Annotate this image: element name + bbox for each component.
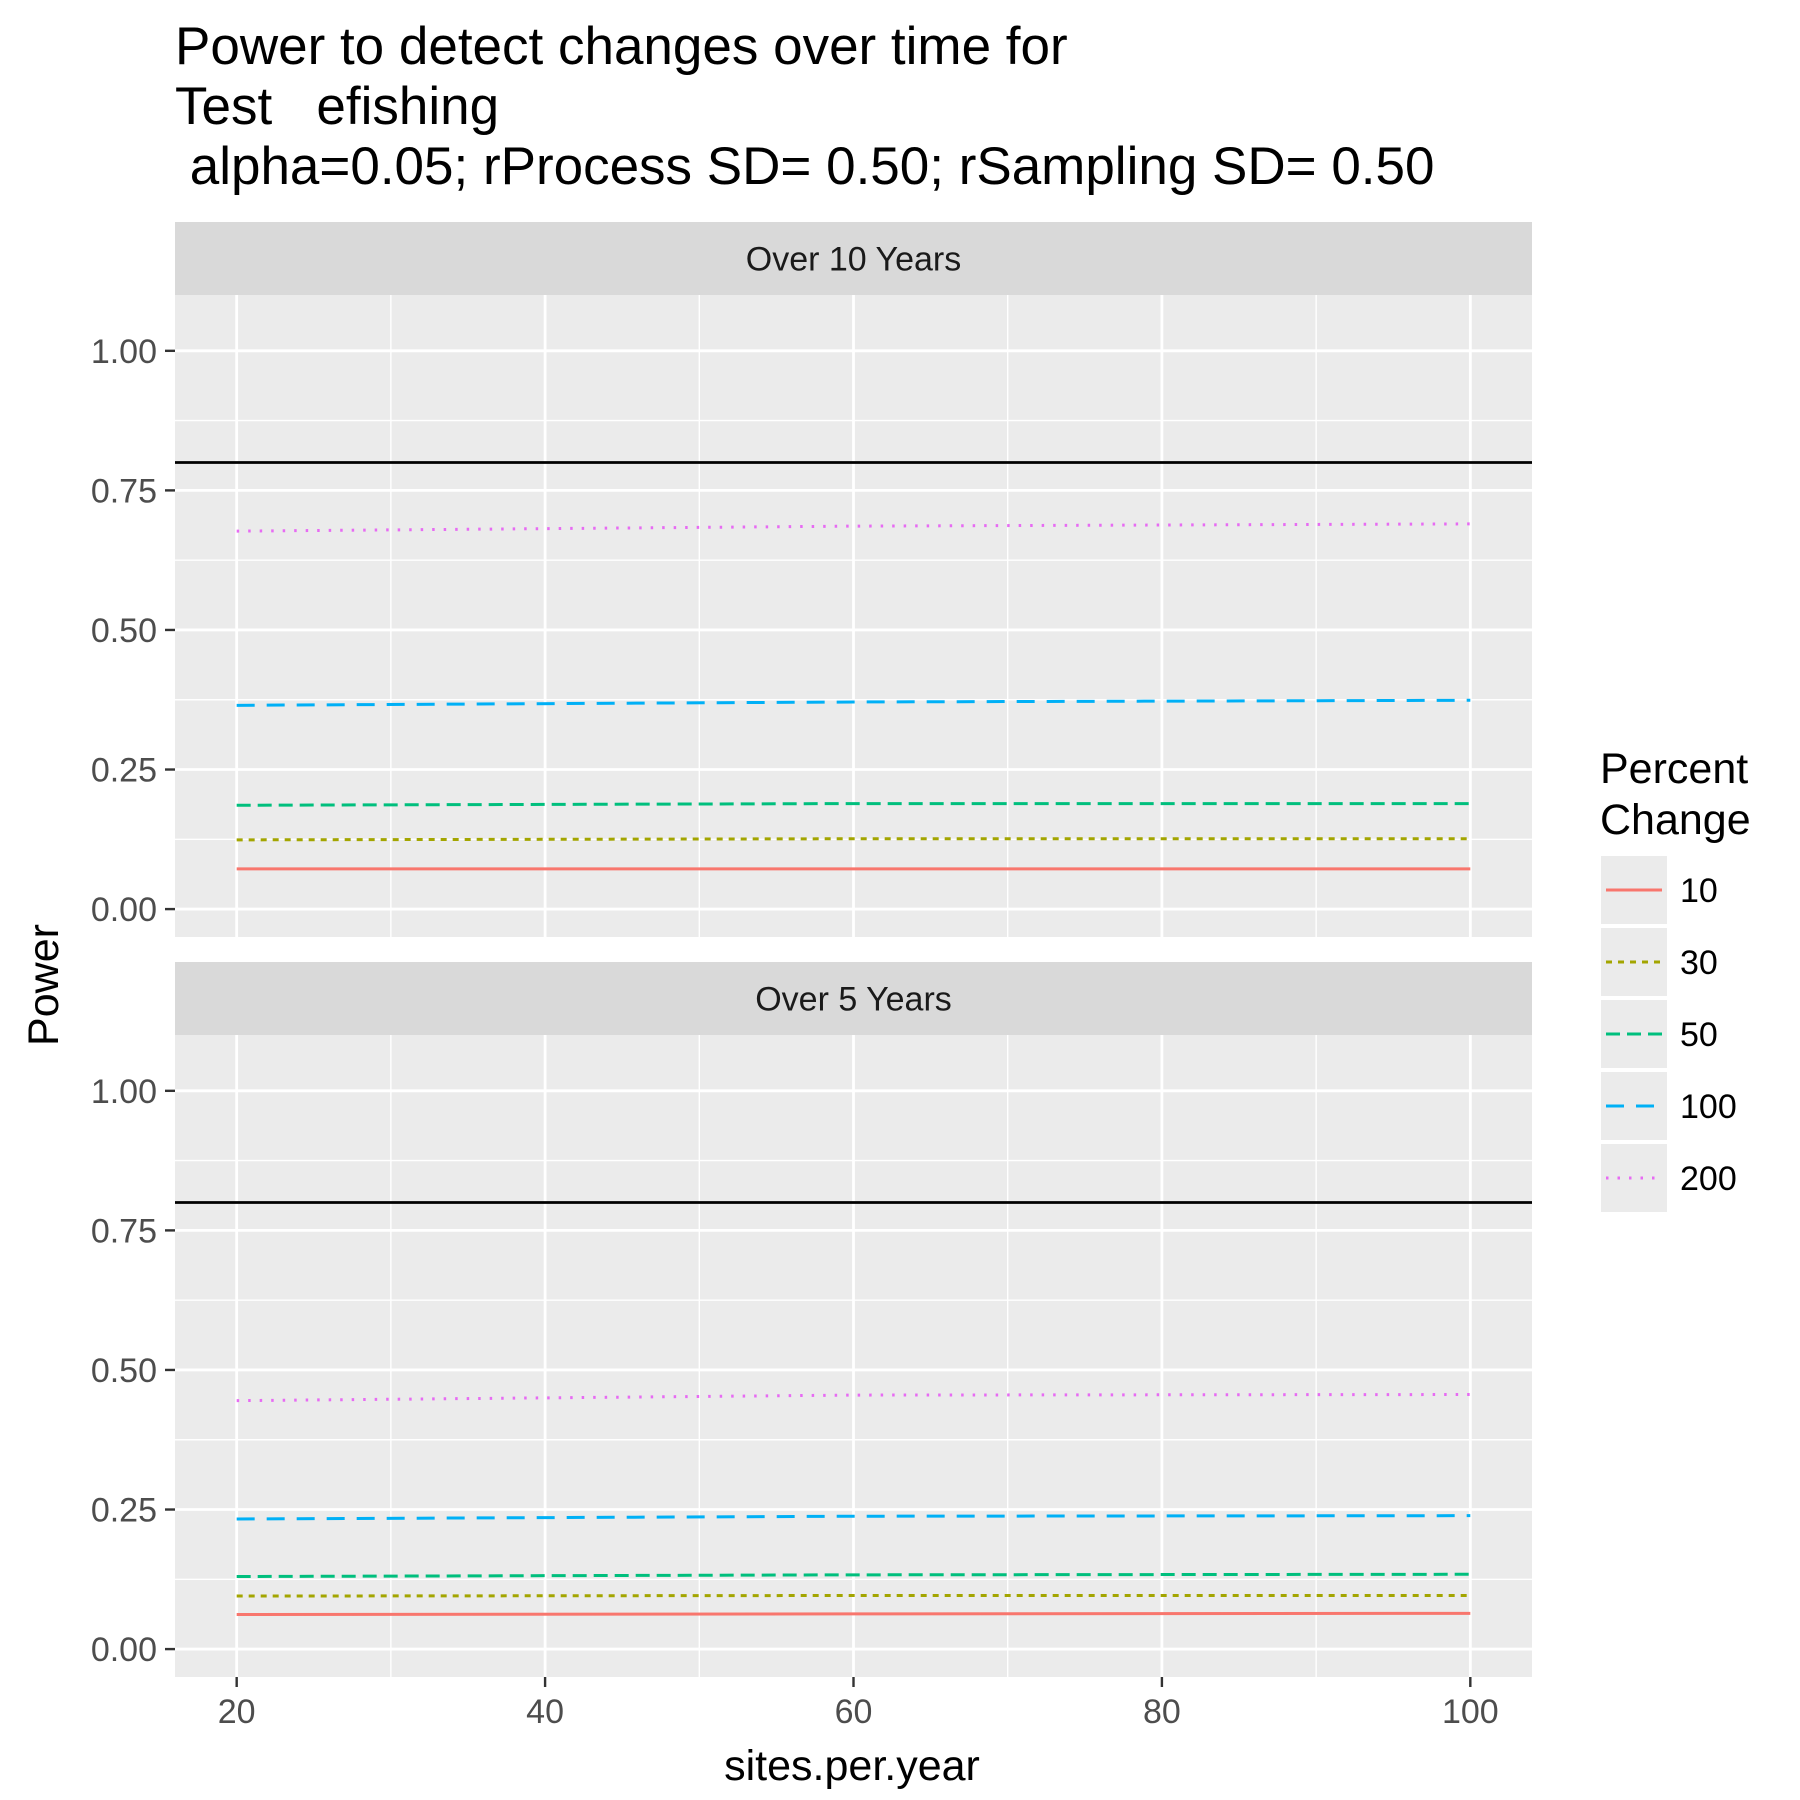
- x-tick-label: 80: [1143, 1693, 1181, 1731]
- x-axis: 20 40 60 80 100: [218, 1677, 1499, 1731]
- x-axis-title: sites.per.year: [724, 1742, 980, 1790]
- strip-background: [175, 222, 1532, 295]
- facet-panel: Over 5 Years 0.00 0.25 0.50 0.75 1.00: [91, 962, 1532, 1677]
- chart-title: Power to detect changes over time for Te…: [175, 17, 1434, 196]
- y-tick-label: 0.25: [91, 752, 157, 790]
- facet-panel: Over 10 Years 0.00 0.25 0.50 0.75 1.00: [91, 222, 1532, 937]
- y-tick-label: 1.00: [91, 1073, 157, 1111]
- chart-title-line-1: Power to detect changes over time for: [175, 17, 1068, 76]
- y-tick-label: 0.50: [91, 1352, 157, 1390]
- x-tick-label: 60: [835, 1693, 873, 1731]
- y-tick-label: 0.00: [91, 1631, 157, 1669]
- legend-title-line-1: Percent: [1600, 745, 1748, 793]
- y-axis-title: Power: [20, 924, 68, 1046]
- legend-label-30: 30: [1680, 944, 1718, 982]
- legend-label-200: 200: [1680, 1160, 1737, 1198]
- y-tick-label: 0.75: [91, 472, 157, 510]
- y-tick-label: 0.00: [91, 891, 157, 929]
- legend-label-100: 100: [1680, 1088, 1737, 1126]
- legend-label-50: 50: [1680, 1016, 1718, 1054]
- strip-label: Over 10 Years: [746, 241, 961, 279]
- series-line-30: [236, 837, 1471, 842]
- series-line-10: [236, 1611, 1471, 1616]
- strip-background: [175, 962, 1532, 1035]
- chart-title-line-3: alpha=0.05; rProcess SD= 0.50; rSampling…: [175, 137, 1434, 196]
- legend: Percent Change 10 30 50 100 200: [1599, 745, 1751, 1214]
- y-tick-label: 0.50: [91, 612, 157, 650]
- y-tick-label: 0.25: [91, 1492, 157, 1530]
- y-tick-label: 0.75: [91, 1212, 157, 1250]
- legend-key-200: [1599, 1142, 1669, 1214]
- chart-title-line-2: Test efishing: [175, 77, 499, 136]
- y-tick-label: 1.00: [91, 333, 157, 371]
- legend-title-line-2: Change: [1600, 796, 1751, 844]
- series-line-30: [236, 1593, 1471, 1598]
- series-line-100: [236, 698, 1471, 707]
- series-line-50: [236, 1572, 1471, 1579]
- series-line-100: [236, 1514, 1471, 1521]
- x-tick-label: 40: [526, 1693, 564, 1731]
- series-line-50: [236, 802, 1471, 807]
- x-tick-label: 20: [218, 1693, 256, 1731]
- legend-label-10: 10: [1680, 872, 1718, 910]
- x-tick-label: 100: [1442, 1693, 1499, 1731]
- strip-label: Over 5 Years: [755, 981, 952, 1019]
